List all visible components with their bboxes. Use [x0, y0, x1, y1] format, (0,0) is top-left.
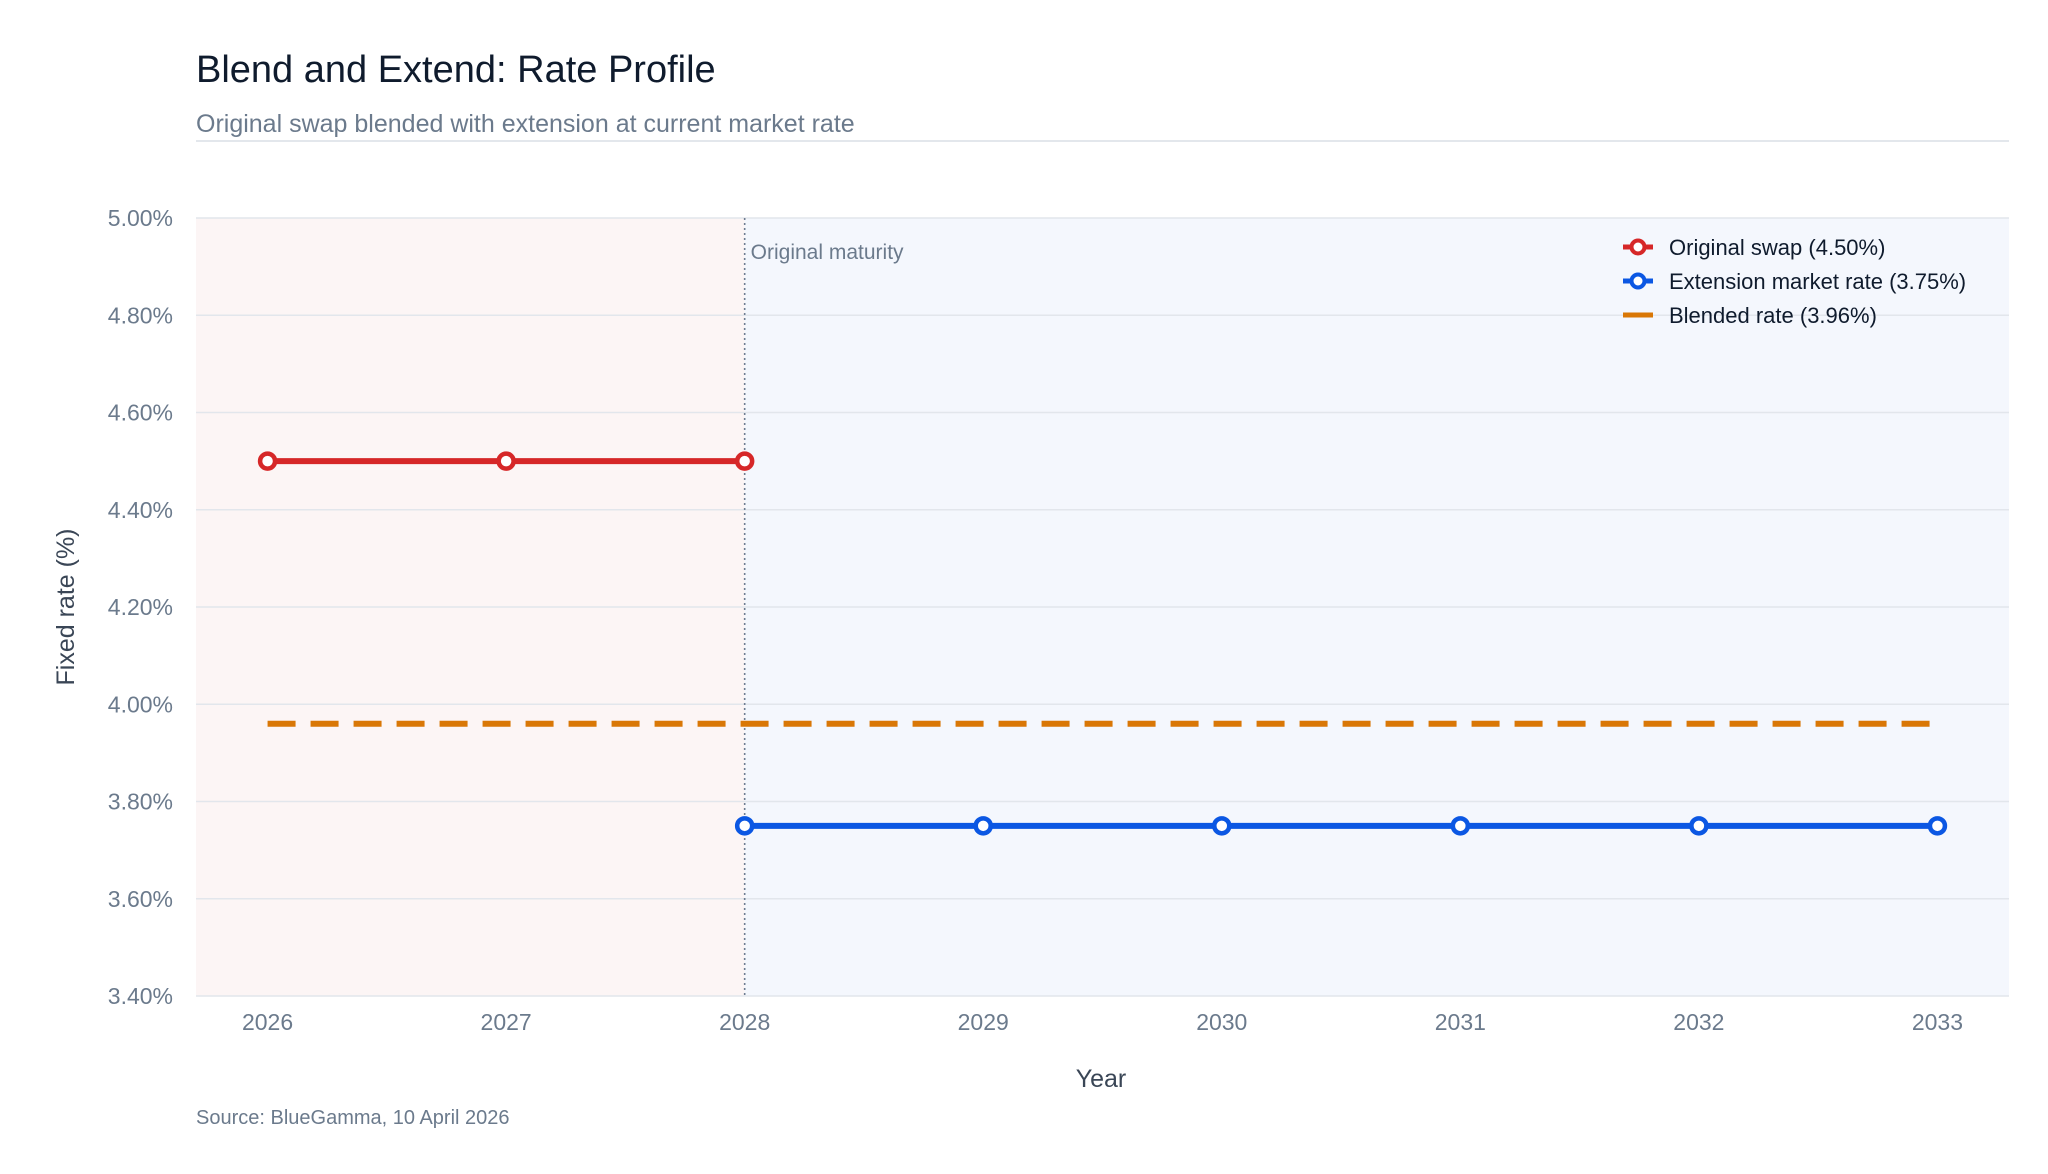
gridlines	[196, 217, 2009, 997]
legend-label: Original swap (4.50%)	[1669, 235, 1885, 260]
series-extension-market-rate-3-75	[734, 816, 1948, 836]
x-axis-title: Year	[1076, 1065, 1127, 1093]
y-tick-label: 3.40%	[108, 983, 173, 1009]
data-point-original-swap-4-50-2026	[257, 451, 278, 471]
y-tick-label: 4.60%	[108, 400, 173, 426]
original-maturity-label: Original maturity	[751, 241, 904, 264]
chart-subtitle: Original swap blended with extension at …	[196, 110, 855, 138]
series-lines	[257, 451, 1948, 836]
legend-swatch-marker	[1629, 272, 1647, 290]
y-tick-label: 3.60%	[108, 886, 173, 912]
y-tick-label: 4.20%	[108, 594, 173, 620]
y-axis-ticks: 3.40% 3.60% 3.80% 4.00% 4.20% 4.40% 4.60% 4.80%…	[108, 205, 173, 1009]
x-tick-label: 2026	[242, 1009, 293, 1035]
x-tick-label: 2033	[1912, 1009, 1963, 1035]
data-point-extension-market-rate-3-75-2028	[734, 816, 755, 836]
data-point-original-swap-4-50-2027	[496, 451, 516, 471]
y-tick-label: 4.80%	[108, 302, 173, 328]
x-tick-label: 2031	[1435, 1009, 1486, 1035]
legend-label: Blended rate (3.96%)	[1669, 303, 1877, 328]
x-tick-label: 2029	[958, 1009, 1009, 1035]
legend: Original swap (4.50%) Extension market ra…	[1623, 235, 1966, 328]
series-original-swap-4-50	[257, 451, 755, 471]
x-tick-label: 2028	[719, 1009, 770, 1035]
data-point-extension-market-rate-3-75-2030	[1212, 816, 1232, 836]
data-point-extension-market-rate-3-75-2032	[1689, 816, 1709, 836]
x-tick-label: 2032	[1673, 1009, 1724, 1035]
y-tick-label: 5.00%	[108, 205, 173, 231]
data-point-extension-market-rate-3-75-2031	[1450, 816, 1471, 836]
data-point-extension-market-rate-3-75-2033	[1927, 816, 1948, 836]
y-axis-title: Fixed rate (%)	[52, 529, 80, 686]
x-tick-label: 2030	[1196, 1009, 1247, 1035]
source-note: Source: BlueGamma, 10 April 2026	[196, 1107, 510, 1129]
data-point-extension-market-rate-3-75-2029	[973, 816, 993, 836]
legend-item-extension-market-rate-3-75: Extension market rate (3.75%)	[1623, 269, 1966, 294]
data-point-original-swap-4-50-2028	[734, 451, 755, 471]
legend-label: Extension market rate (3.75%)	[1669, 269, 1966, 294]
x-axis-ticks: 2026 2027 2028 2029 2030 2031 2032 2033	[242, 1009, 1963, 1035]
legend-item-blended-rate-3-96: Blended rate (3.96%)	[1623, 303, 1877, 328]
x-tick-label: 2027	[481, 1009, 532, 1035]
y-tick-label: 4.40%	[108, 497, 173, 523]
legend-swatch-marker	[1629, 238, 1647, 256]
chart-title: Blend and Extend: Rate Profile	[196, 49, 716, 91]
y-tick-label: 4.00%	[108, 691, 173, 717]
legend-item-original-swap-4-50: Original swap (4.50%)	[1623, 235, 1885, 260]
y-tick-label: 3.80%	[108, 789, 173, 815]
original-maturity-marker: Original maturity	[743, 218, 904, 996]
